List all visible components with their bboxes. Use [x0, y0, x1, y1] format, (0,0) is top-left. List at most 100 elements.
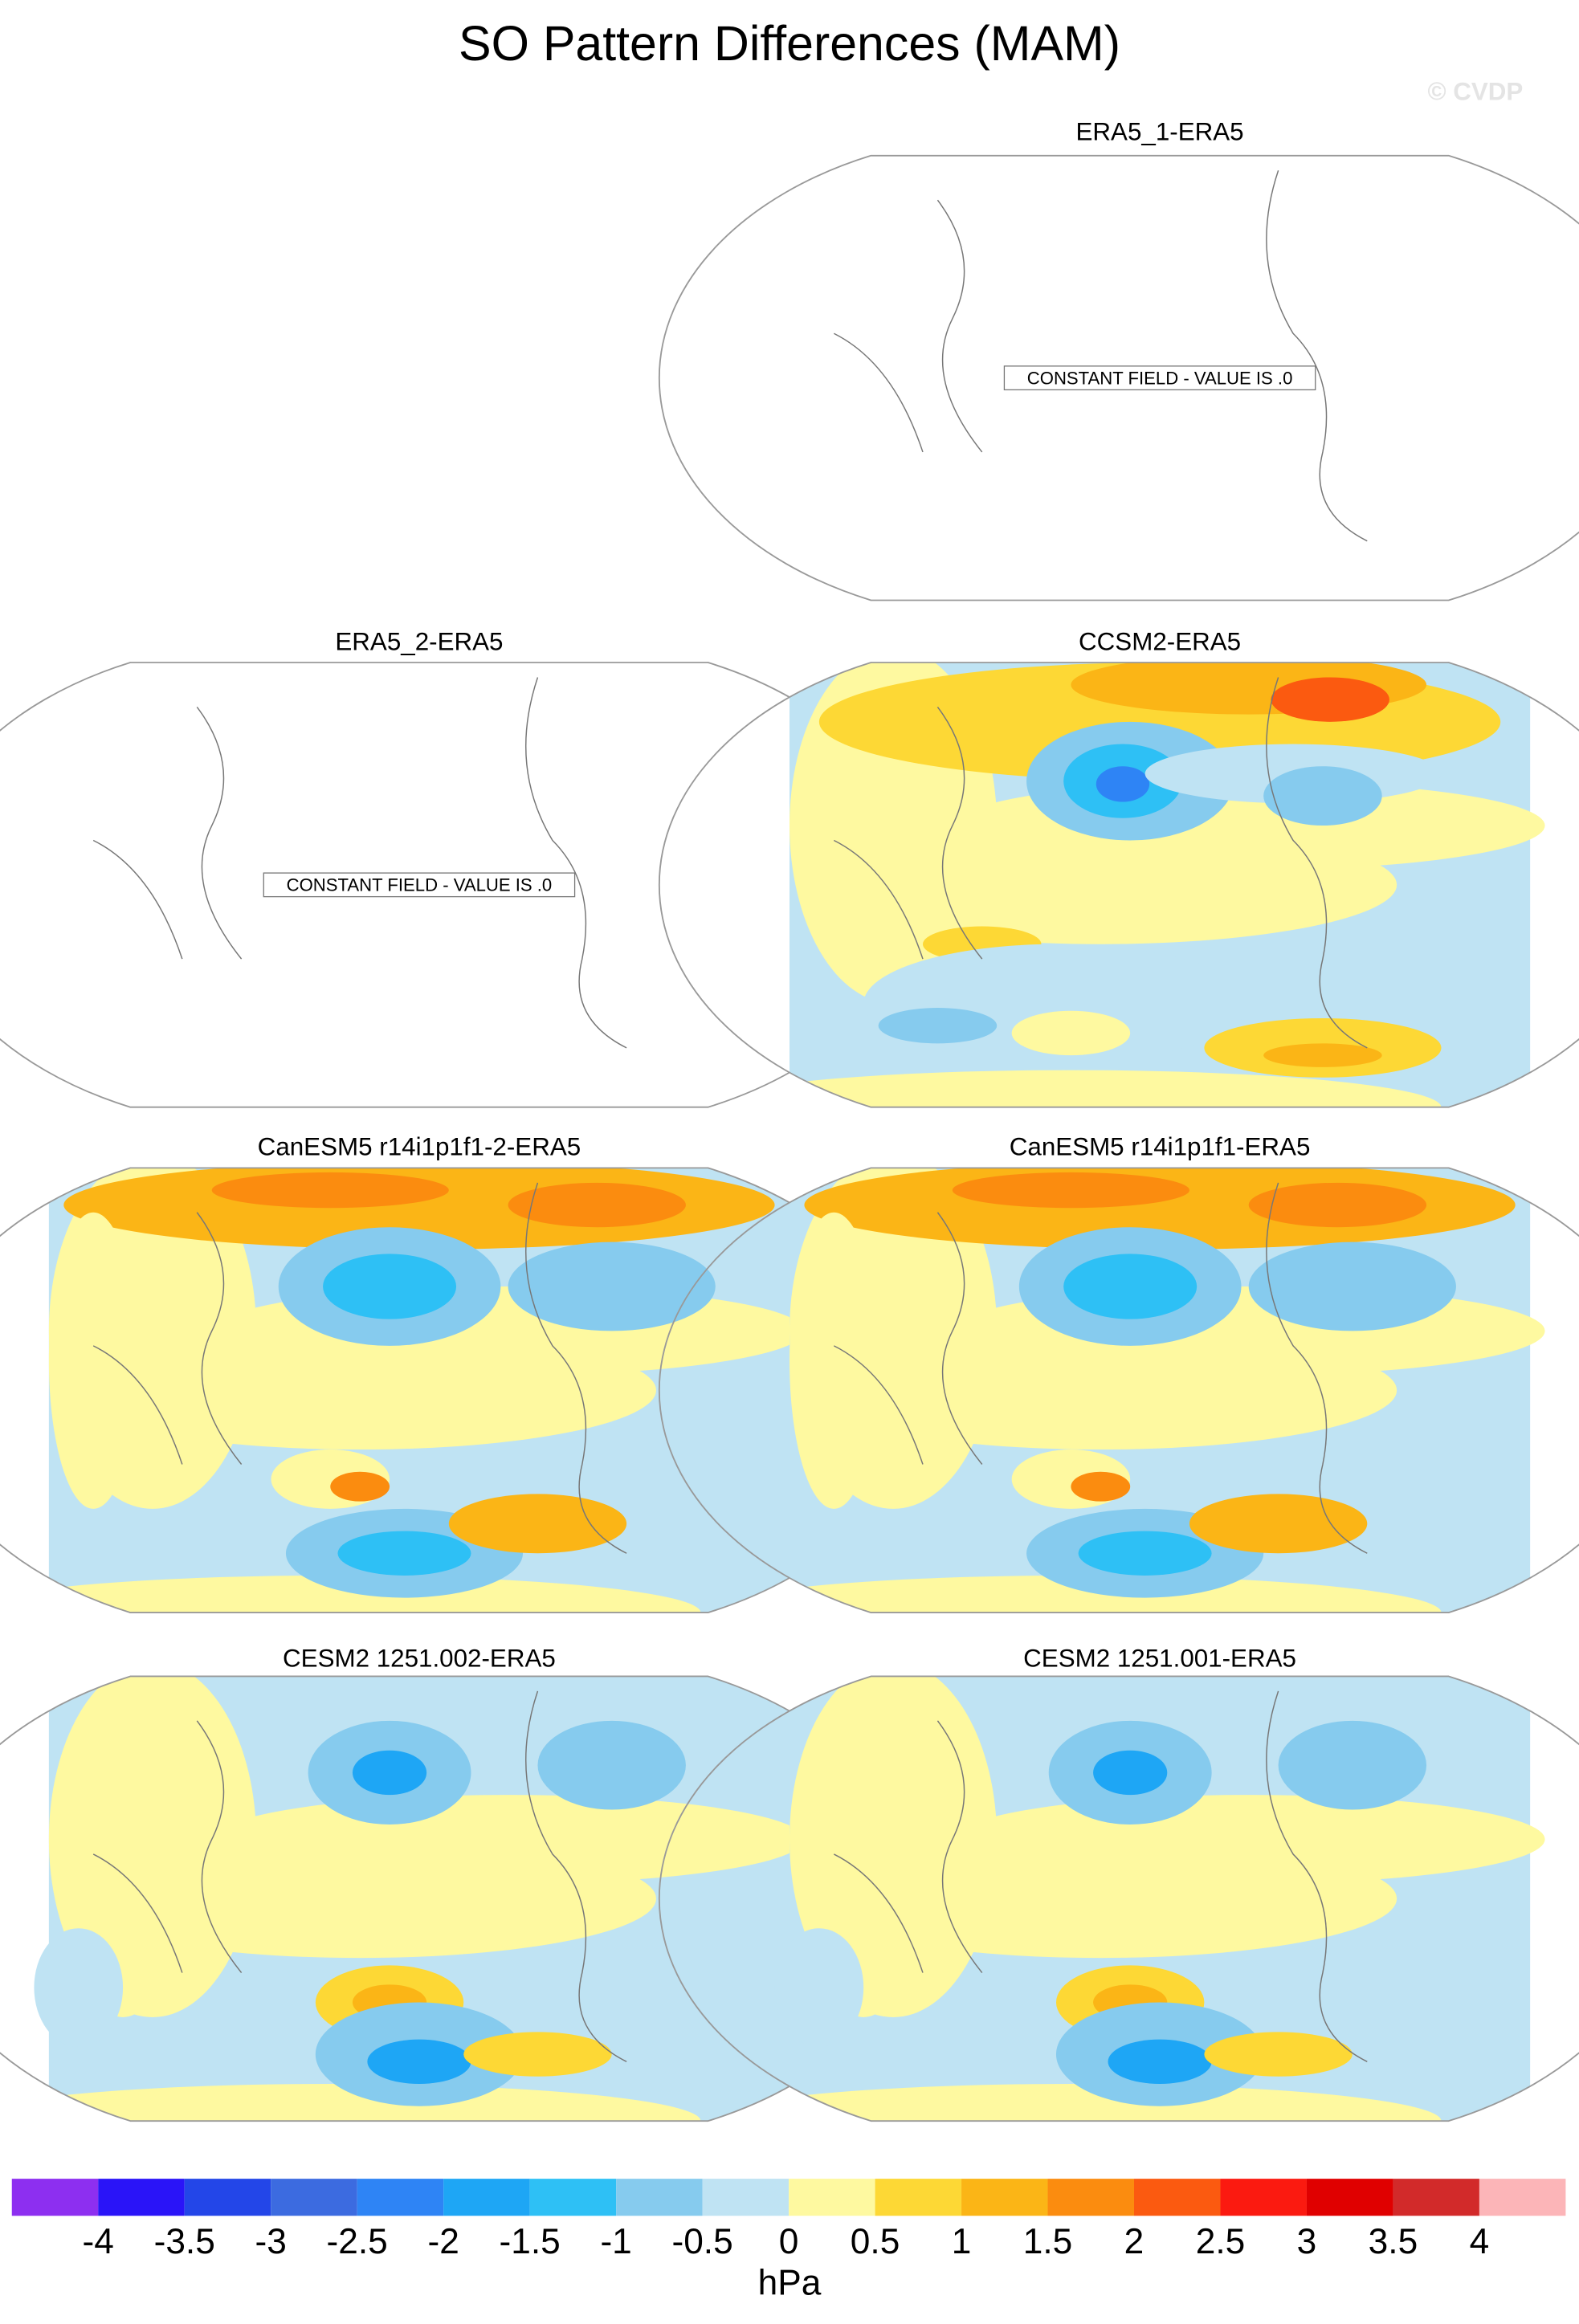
- colorbar-box: [616, 2179, 703, 2216]
- contour-fill: [700, 1070, 1442, 1107]
- colorbar-tick-label: 3.5: [1369, 2222, 1418, 2261]
- colorbar-tick-label: 3: [1297, 2222, 1317, 2261]
- panel-title: CESM2 1251.001-ERA5: [1023, 1644, 1296, 1672]
- annotation-box: [1003, 365, 1316, 391]
- colorbar-box: [702, 2179, 790, 2216]
- colorbar-unit: hPa: [758, 2264, 822, 2303]
- colorbar-tick-label: -1.5: [500, 2222, 561, 2261]
- contour-fill: [1204, 2032, 1353, 2077]
- colorbar-tick-label: 1: [952, 2222, 972, 2261]
- contour-fill: [211, 1795, 805, 1884]
- colorbar-tick-label: 0: [779, 2222, 799, 2261]
- contour-fill: [1108, 2039, 1212, 2085]
- contour-fill: [1248, 1242, 1456, 1331]
- contour-fill: [952, 1172, 1189, 1209]
- contour-fill: [463, 2032, 612, 2077]
- coastline: [92, 677, 627, 1049]
- colorbar-box: [98, 2179, 185, 2216]
- contour-fill: [448, 1494, 627, 1554]
- figure-title: SO Pattern Differences (MAM): [459, 16, 1120, 71]
- contour-fill: [537, 1720, 686, 1810]
- annotation-box: [263, 872, 576, 898]
- colorbar-box: [961, 2179, 1048, 2216]
- contour-fill: [952, 1795, 1545, 1884]
- colorbar-box: [443, 2179, 530, 2216]
- panel-title: CanESM5 r14i1p1f1-2-ERA5: [258, 1133, 581, 1161]
- contour-fill: [1011, 1010, 1131, 1056]
- colorbar-box: [271, 2179, 357, 2216]
- panel-title: CESM2 1251.002-ERA5: [283, 1644, 556, 1672]
- colorbar-box: [357, 2179, 444, 2216]
- annotation: CONSTANT FIELD - VALUE IS .0: [287, 875, 553, 895]
- contour-fill: [774, 1928, 864, 2047]
- panel-title: ERA5_1-ERA5: [1076, 117, 1244, 145]
- contour-fill: [700, 1575, 1442, 1613]
- contour-fill: [211, 1172, 449, 1209]
- contour-fill: [323, 1254, 457, 1319]
- contour-fill: [1271, 677, 1389, 722]
- map-outline: [658, 1167, 1579, 1614]
- colorbar-tick-label: 2.5: [1196, 2222, 1246, 2261]
- colorbar-box: [1133, 2179, 1221, 2216]
- contour-fill: [1063, 1254, 1198, 1319]
- colorbar-tick-label: 0.5: [851, 2222, 900, 2261]
- map: [700, 1168, 1545, 1613]
- contour-fill: [367, 2039, 471, 2085]
- coastline: [833, 170, 1368, 542]
- contour-fill: [48, 1212, 138, 1509]
- panel-title: CanESM5 r14i1p1f1-ERA5: [1010, 1133, 1311, 1161]
- colorbar-tick-label: -3.5: [154, 2222, 215, 2261]
- contour-fill: [1078, 1531, 1212, 1576]
- colorbar-box: [875, 2179, 962, 2216]
- map-outline: [658, 1675, 1579, 2122]
- contour-fill: [790, 1212, 879, 1509]
- contour-fill: [0, 1575, 701, 1613]
- map: [0, 1676, 805, 2122]
- colorbar-tick-label: 1.5: [1023, 2222, 1073, 2261]
- map: [700, 1676, 1545, 2122]
- contour-fill: [1096, 766, 1150, 802]
- colorbar-box: [1306, 2179, 1393, 2216]
- coastline: [92, 1182, 627, 1554]
- coastline: [833, 677, 1368, 1049]
- contour-fill: [1263, 1043, 1382, 1067]
- contour-fill: [1093, 1750, 1168, 1796]
- colorbar-tick-label: -2.5: [327, 2222, 388, 2261]
- annotation: CONSTANT FIELD - VALUE IS .0: [1027, 368, 1293, 388]
- contour-fill: [700, 2084, 1442, 2122]
- contour-fill: [1263, 766, 1382, 826]
- colorbar-box: [529, 2179, 617, 2216]
- colorbar-box: [11, 2179, 99, 2216]
- contour-fill: [1248, 1182, 1427, 1228]
- map-outline: [658, 154, 1579, 601]
- map-outline: [658, 662, 1579, 1108]
- contour-fill: [1189, 1494, 1368, 1554]
- colorbar-tick-label: -2: [427, 2222, 459, 2261]
- colorbar-tick-label: -4: [83, 2222, 114, 2261]
- contour-fill: [1071, 1471, 1131, 1502]
- coastline: [92, 1690, 627, 2062]
- contour-fill: [330, 1471, 390, 1502]
- map: [700, 663, 1545, 1107]
- colorbar-box: [1479, 2179, 1566, 2216]
- colorbar-tick-label: 2: [1124, 2222, 1144, 2261]
- contour-fill: [508, 1182, 686, 1228]
- coastline: [833, 1690, 1368, 2062]
- colorbar-box: [789, 2179, 875, 2216]
- panel-title: CCSM2-ERA5: [1079, 627, 1241, 655]
- colorbar-box: [184, 2179, 271, 2216]
- contour-fill: [508, 1242, 716, 1331]
- colorbar-box: [1220, 2179, 1307, 2216]
- panel-title: ERA5_2-ERA5: [335, 627, 503, 655]
- contour-fill: [352, 1750, 427, 1796]
- colorbar-box: [1047, 2179, 1134, 2216]
- coastline: [833, 1182, 1368, 1554]
- contour-fill: [34, 1928, 124, 2047]
- colorbar-tick-label: 4: [1470, 2222, 1490, 2261]
- map: [0, 1168, 805, 1613]
- contour-fill: [0, 2084, 701, 2122]
- colorbar-tick-label: -3: [255, 2222, 287, 2261]
- colorbar-tick-label: -1: [600, 2222, 631, 2261]
